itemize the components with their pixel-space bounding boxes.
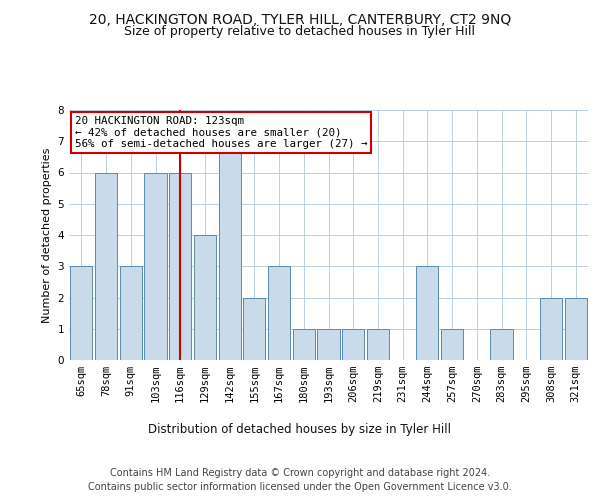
Text: 20, HACKINGTON ROAD, TYLER HILL, CANTERBURY, CT2 9NQ: 20, HACKINGTON ROAD, TYLER HILL, CANTERB… <box>89 12 511 26</box>
Text: Contains HM Land Registry data © Crown copyright and database right 2024.
Contai: Contains HM Land Registry data © Crown c… <box>88 468 512 491</box>
Bar <box>490 329 512 360</box>
Text: Distribution of detached houses by size in Tyler Hill: Distribution of detached houses by size … <box>149 422 452 436</box>
Bar <box>243 298 265 360</box>
Bar <box>145 172 167 360</box>
Bar <box>342 329 364 360</box>
Bar <box>194 235 216 360</box>
Y-axis label: Number of detached properties: Number of detached properties <box>42 148 52 322</box>
Bar <box>70 266 92 360</box>
Bar <box>441 329 463 360</box>
Text: 20 HACKINGTON ROAD: 123sqm
← 42% of detached houses are smaller (20)
56% of semi: 20 HACKINGTON ROAD: 123sqm ← 42% of deta… <box>74 116 367 149</box>
Bar <box>268 266 290 360</box>
Bar <box>119 266 142 360</box>
Bar <box>218 141 241 360</box>
Text: Size of property relative to detached houses in Tyler Hill: Size of property relative to detached ho… <box>125 25 476 38</box>
Bar <box>565 298 587 360</box>
Bar <box>169 172 191 360</box>
Bar <box>317 329 340 360</box>
Bar <box>95 172 117 360</box>
Bar <box>293 329 315 360</box>
Bar <box>540 298 562 360</box>
Bar <box>416 266 439 360</box>
Bar <box>367 329 389 360</box>
